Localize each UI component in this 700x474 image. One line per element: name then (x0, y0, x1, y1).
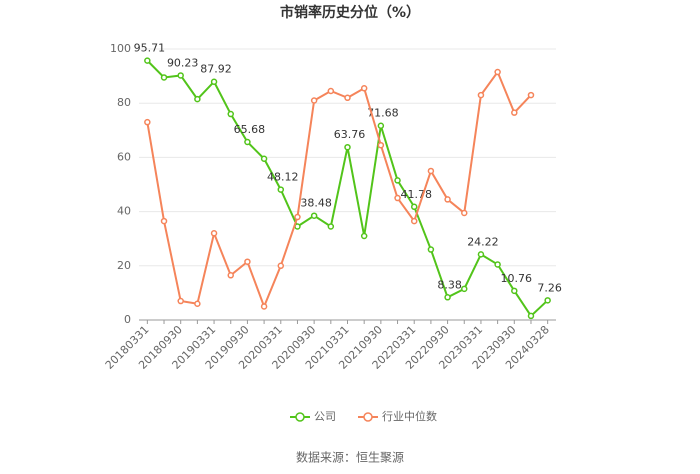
point (310, 97, 318, 104)
source: 数据来源：恒生聚源 (296, 450, 404, 465)
y-tick-label: 60 (117, 150, 131, 163)
point (277, 262, 285, 270)
point (194, 95, 201, 103)
point (360, 232, 368, 240)
point (394, 194, 401, 202)
value-label: 7.26 (537, 281, 562, 294)
legend-marker (295, 412, 305, 422)
legend-label: 行业中位数 (382, 409, 437, 423)
point (144, 118, 151, 126)
value-label: 63.76 (334, 128, 366, 141)
point (494, 261, 501, 268)
point (394, 177, 401, 184)
point (410, 217, 418, 225)
value-label: 48.12 (267, 171, 299, 184)
point (410, 203, 418, 211)
value-label: 24.22 (467, 235, 499, 248)
value-label: 65.68 (234, 123, 266, 136)
point (244, 138, 251, 146)
point (210, 230, 218, 237)
value-label: 87.92 (200, 63, 232, 76)
value-label: 10.76 (501, 272, 533, 285)
chart-title: 市销率历史分位（%） (280, 4, 420, 21)
legend-label: 公司 (314, 410, 336, 423)
point (377, 141, 385, 149)
point (344, 143, 351, 151)
point (511, 109, 518, 116)
point (227, 272, 234, 279)
point (260, 303, 268, 310)
y-tick-label: 100 (110, 42, 131, 55)
point (377, 122, 385, 129)
y-tick-label: 80 (117, 96, 131, 109)
y-tick-label: 40 (117, 205, 131, 218)
point (194, 300, 201, 307)
point (177, 297, 184, 305)
point (260, 155, 268, 163)
legend-marker (363, 412, 373, 422)
point (327, 87, 335, 95)
value-label: 8.38 (437, 278, 462, 291)
point (210, 78, 218, 85)
value-label: 90.23 (167, 56, 199, 69)
point (477, 251, 485, 258)
value-label: 41.78 (400, 188, 432, 201)
point (294, 213, 301, 221)
point (160, 217, 168, 225)
point (244, 258, 251, 265)
y-tick-label: 20 (117, 259, 131, 272)
point (160, 74, 168, 81)
y-tick-label: 0 (124, 313, 131, 326)
point (511, 287, 518, 295)
point (494, 68, 501, 76)
series-line (146, 69, 532, 310)
point (344, 94, 351, 102)
point (310, 212, 318, 219)
point (544, 297, 551, 304)
point (144, 57, 151, 64)
point (427, 167, 435, 175)
value-label: 71.68 (367, 107, 399, 120)
point (461, 285, 468, 293)
point (477, 91, 485, 99)
point (427, 246, 435, 253)
value-label: 38.48 (300, 197, 332, 210)
value-label: 95.71 (134, 42, 166, 55)
point (444, 196, 451, 203)
point (227, 110, 234, 118)
point (527, 91, 535, 99)
point (360, 85, 368, 92)
point (444, 294, 451, 301)
point (527, 312, 535, 320)
point (277, 186, 285, 193)
point (461, 209, 468, 217)
point (177, 72, 184, 79)
point (327, 223, 335, 230)
